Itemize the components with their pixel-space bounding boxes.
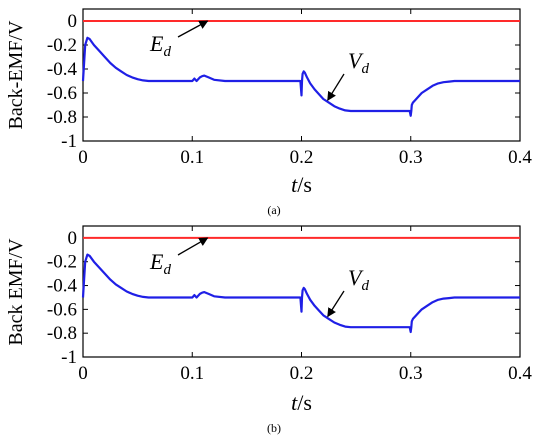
y-tick-label: -0.4: [47, 59, 78, 80]
x-axis-label: t/s: [291, 172, 312, 197]
annotation-label: Ed: [149, 249, 171, 278]
y-tick-label: -0.6: [47, 299, 77, 320]
chart-panel-b: 0-0.2-0.4-0.6-0.8-10 0.1 0.2 0.3 0.4Ed VdBack…: [5, 225, 532, 435]
y-tick-label: -0.4: [47, 276, 78, 297]
annotation-main: V: [348, 48, 364, 73]
annotation-arrow: [327, 290, 345, 318]
y-tick-label: -0.2: [47, 35, 77, 56]
y-tick-label: 0: [68, 11, 78, 32]
x-tick-label: 0.4: [508, 147, 532, 168]
annotation-arrow: [327, 73, 345, 101]
x-tick-label: 0: [78, 363, 88, 384]
y-tick-label: -1: [61, 131, 77, 152]
x-tick-label: 0.3: [399, 363, 423, 384]
y-tick-label: -1: [61, 347, 77, 368]
annotation-main: V: [348, 265, 364, 290]
annotation-subscript: d: [163, 44, 171, 60]
x-tick-label: 0.1: [180, 147, 204, 168]
y-axis-label: Back EMF/V: [5, 238, 27, 346]
y-tick-label: -0.2: [47, 252, 77, 273]
chart-panel-a: 0-0.2-0.4-0.6-0.8-10 0.1 0.2 0.3 0.4Ed VdBack…: [5, 8, 532, 217]
annotation-main: E: [149, 249, 164, 274]
y-tick-label: 0: [68, 228, 78, 249]
x-tick-label: 0: [78, 147, 88, 168]
x-axis-label-variable: t: [291, 390, 298, 415]
annotation-label: Vd: [348, 265, 369, 294]
annotation-label: Vd: [348, 48, 369, 77]
panel-caption: (a): [267, 203, 280, 217]
x-axis-label-variable: t: [291, 172, 298, 197]
y-axis-label: Back-EMF/V: [5, 20, 27, 129]
x-tick-label: 0.3: [399, 147, 423, 168]
x-axis-label: t/s: [291, 390, 312, 415]
annotation-arrow: [177, 237, 209, 256]
x-tick-label: 0.2: [290, 363, 314, 384]
annotation-label: Ed: [149, 31, 171, 60]
annotation-arrow: [177, 20, 209, 38]
x-tick-label: 0.1: [180, 363, 204, 384]
y-tick-label: -0.8: [47, 323, 77, 344]
x-tick-label: 0.2: [290, 147, 314, 168]
panel-caption: (b): [267, 421, 281, 435]
x-axis-label-unit: /s: [297, 172, 312, 197]
x-axis-label-unit: /s: [297, 390, 312, 415]
y-tick-label: -0.6: [47, 83, 77, 104]
annotation-subscript: d: [361, 61, 369, 77]
y-tick-label: -0.8: [47, 107, 77, 128]
series-line-v: [81, 253, 520, 334]
series-line-v: [81, 36, 520, 117]
annotation-subscript: d: [163, 262, 171, 278]
annotation-subscript: d: [361, 278, 369, 294]
annotation-main: E: [149, 31, 164, 56]
x-tick-label: 0.4: [508, 363, 532, 384]
